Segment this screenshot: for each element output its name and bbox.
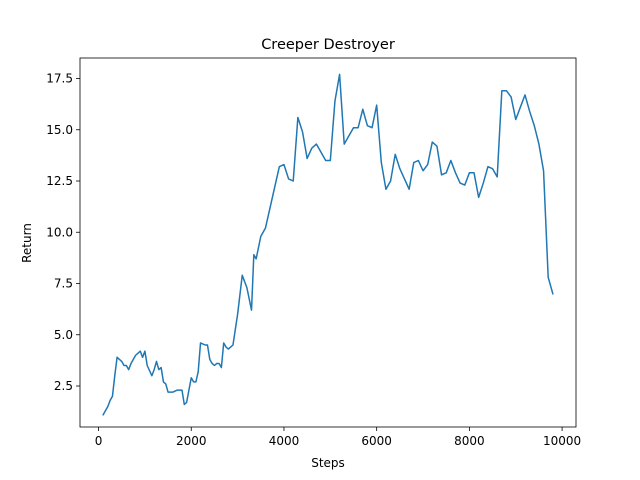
- y-tick-label: 7.5: [54, 277, 73, 291]
- axes-frame: [79, 57, 577, 428]
- x-tick-label: 8000: [454, 434, 485, 448]
- x-tick-label: 0: [95, 434, 103, 448]
- plot-area: [80, 58, 576, 427]
- x-tick-label: 10000: [543, 434, 581, 448]
- axis-ticks: 0 2000 4000 6000 8000 10000 2.5 5.0 7.5 10.0 12.5 1…: [46, 72, 581, 449]
- chart-title: Creeper Destroyer: [261, 37, 395, 53]
- y-tick-label: 5.0: [54, 328, 73, 342]
- x-axis-label: Steps: [311, 456, 345, 470]
- y-tick-label: 2.5: [54, 379, 73, 393]
- series-line-0: [102, 73, 554, 416]
- x-tick-label: 6000: [361, 434, 392, 448]
- y-tick-label: 17.5: [46, 72, 73, 86]
- y-axis-label: Return: [20, 223, 34, 263]
- x-tick-label: 4000: [269, 434, 300, 448]
- y-tick-label: 15.0: [46, 123, 73, 137]
- x-tick-label: 2000: [176, 434, 207, 448]
- axis-spines: [79, 57, 577, 428]
- series-layer: [102, 73, 554, 416]
- y-tick-label: 10.0: [46, 225, 73, 239]
- y-tick-label: 12.5: [46, 174, 73, 188]
